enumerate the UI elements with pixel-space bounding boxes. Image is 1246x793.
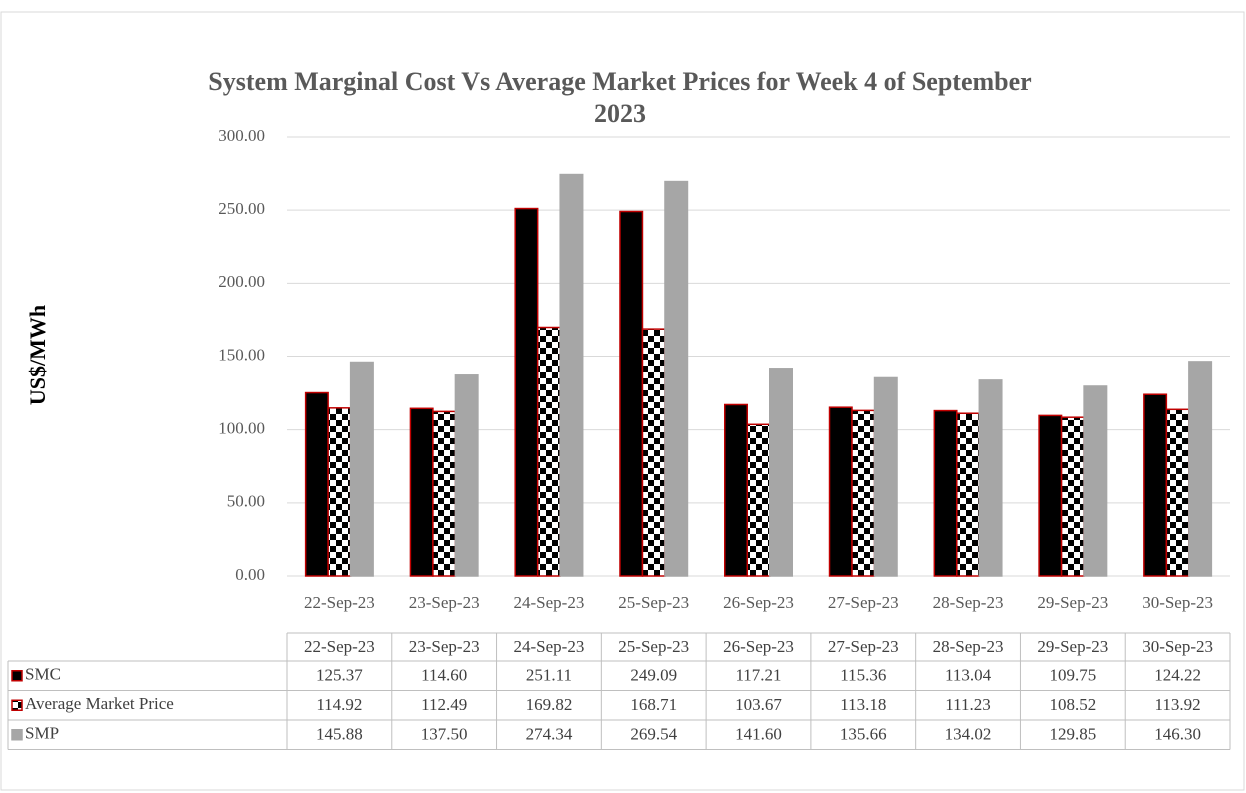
table-value: 129.85 [1049, 725, 1096, 744]
bar [956, 412, 981, 577]
bar [304, 391, 329, 577]
legend-key [11, 729, 23, 741]
bar [1165, 408, 1190, 577]
legend-key [11, 699, 23, 711]
y-axis-label: US$/MWh [25, 305, 50, 405]
table-value: 169.82 [526, 695, 573, 714]
bar [559, 173, 584, 577]
legend-key [11, 670, 23, 682]
table-value: 145.88 [316, 725, 363, 744]
table-header: 29-Sep-23 [1037, 637, 1108, 656]
table-value: 124.22 [1154, 666, 1201, 685]
table-value: 112.49 [421, 695, 467, 714]
x-tick-label: 27-Sep-23 [828, 593, 899, 612]
chart-title: System Marginal Cost Vs Average Market P… [208, 67, 1031, 128]
bar [432, 410, 457, 577]
bar [514, 207, 539, 577]
table-value: 111.23 [945, 695, 991, 714]
table-header: 26-Sep-23 [723, 637, 794, 656]
table-value: 114.60 [421, 666, 467, 685]
table-value: 125.37 [316, 666, 363, 685]
legend-label: Average Market Price [25, 694, 174, 713]
bar [1083, 385, 1108, 577]
x-tick-label: 25-Sep-23 [618, 593, 689, 612]
table-value: 135.66 [840, 725, 887, 744]
table-value: 113.92 [1155, 695, 1201, 714]
table-value: 168.71 [630, 695, 677, 714]
bar [828, 406, 853, 577]
bar [746, 423, 771, 577]
table-value: 108.52 [1049, 695, 1096, 714]
y-tick-label: 50.00 [227, 492, 265, 511]
table-value: 103.67 [735, 695, 782, 714]
table-header: 25-Sep-23 [618, 637, 689, 656]
y-tick-label: 300.00 [218, 126, 265, 145]
table-value: 146.30 [1154, 725, 1201, 744]
table-value: 134.02 [945, 725, 992, 744]
table-value: 249.09 [630, 666, 677, 685]
table-value: 109.75 [1049, 666, 1096, 685]
bar [933, 409, 958, 577]
bar [873, 376, 898, 577]
bar [409, 407, 434, 577]
table-value: 113.18 [840, 695, 886, 714]
table-header: 22-Sep-23 [304, 637, 375, 656]
table-value: 115.36 [840, 666, 886, 685]
table-header: 24-Sep-23 [514, 637, 585, 656]
x-tick-label: 28-Sep-23 [933, 593, 1004, 612]
table-value: 113.04 [945, 666, 992, 685]
bar [1060, 416, 1085, 577]
y-tick-label: 100.00 [218, 419, 265, 438]
x-tick-label: 26-Sep-23 [723, 593, 794, 612]
bar [1188, 361, 1213, 577]
table-value: 141.60 [735, 725, 782, 744]
bar [536, 326, 561, 577]
bar [769, 368, 793, 577]
y-tick-label: 150.00 [218, 345, 265, 364]
bar [1038, 414, 1063, 577]
bar [1143, 393, 1168, 577]
bar [851, 409, 876, 577]
table-header: 23-Sep-23 [409, 637, 480, 656]
y-tick-label: 200.00 [218, 272, 265, 291]
table-value: 137.50 [421, 725, 468, 744]
bar [619, 210, 644, 577]
table-value: 274.34 [526, 725, 573, 744]
y-tick-label: 250.00 [218, 199, 265, 218]
table-value: 269.54 [630, 725, 677, 744]
bar [724, 403, 748, 577]
bar [978, 379, 1003, 577]
bar [454, 374, 479, 577]
bar [349, 361, 374, 577]
x-tick-label: 22-Sep-23 [304, 593, 375, 612]
table-header: 30-Sep-23 [1142, 637, 1213, 656]
table-value: 114.92 [316, 695, 362, 714]
table-value: 117.21 [735, 666, 781, 685]
x-tick-label: 23-Sep-23 [409, 593, 480, 612]
bar [664, 180, 689, 577]
x-tick-label: 24-Sep-23 [514, 593, 585, 612]
bar [641, 328, 666, 577]
table-value: 251.11 [526, 666, 572, 685]
legend-label: SMC [25, 665, 61, 684]
table-header: 27-Sep-23 [828, 637, 899, 656]
y-tick-label: 0.00 [235, 565, 265, 584]
bar [327, 407, 352, 577]
x-tick-label: 29-Sep-23 [1037, 593, 1108, 612]
x-tick-label: 30-Sep-23 [1142, 593, 1213, 612]
table-header: 28-Sep-23 [933, 637, 1004, 656]
legend-label: SMP [25, 724, 59, 743]
